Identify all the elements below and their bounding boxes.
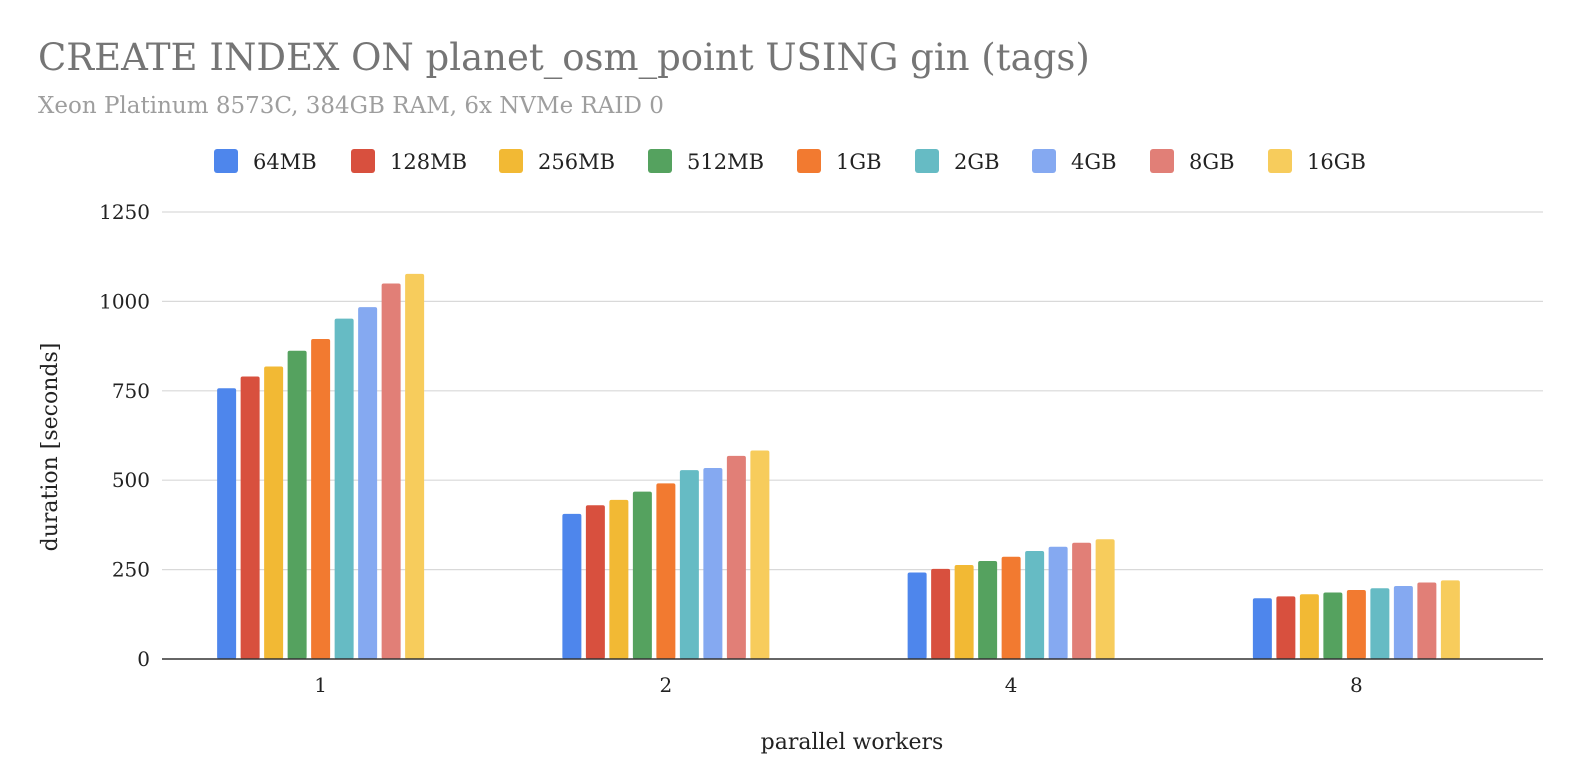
bar-512MB-4 xyxy=(978,561,998,659)
bar-2GB-4 xyxy=(1025,551,1045,659)
bar-128MB-8 xyxy=(1276,596,1296,659)
y-tick-label: 250 xyxy=(112,558,150,582)
legend-label-16GB: 16GB xyxy=(1307,150,1366,174)
bar-64MB-2 xyxy=(562,513,582,659)
y-tick-label: 1250 xyxy=(99,200,150,224)
y-tick-label: 750 xyxy=(112,379,150,403)
bar-256MB-8 xyxy=(1299,594,1319,659)
legend: 64MB 128MB 256MB 512MB 1GB 2GB 4GB 8GB 16GB xyxy=(214,149,1366,174)
bar-1GB-4 xyxy=(1001,556,1021,659)
bar-512MB-2 xyxy=(632,491,652,659)
bar-4GB-4 xyxy=(1048,546,1068,659)
bar-2GB-2 xyxy=(679,470,699,659)
bar-2GB-1 xyxy=(334,318,354,659)
legend-swatch-4GB xyxy=(1032,149,1056,173)
legend-label-512MB: 512MB xyxy=(687,150,764,174)
bar-512MB-1 xyxy=(287,350,307,659)
y-axis-title: duration [seconds] xyxy=(38,343,63,552)
legend-swatch-64MB xyxy=(214,149,238,173)
bar-1GB-8 xyxy=(1346,589,1366,659)
bar-16GB-8 xyxy=(1440,580,1460,659)
legend-swatch-1GB xyxy=(797,149,821,173)
legend-label-128MB: 128MB xyxy=(390,150,467,174)
bar-64MB-1 xyxy=(217,388,237,659)
bar-128MB-1 xyxy=(240,376,260,659)
y-tick-label: 1000 xyxy=(99,289,150,313)
y-tick-label: 500 xyxy=(112,468,150,492)
bar-256MB-4 xyxy=(954,564,974,659)
x-tick-label: 4 xyxy=(1005,673,1018,697)
legend-label-64MB: 64MB xyxy=(253,150,317,174)
legend-label-8GB: 8GB xyxy=(1189,150,1235,174)
bar-4GB-1 xyxy=(358,307,378,659)
bar-8GB-1 xyxy=(381,283,401,659)
chart-title: CREATE INDEX ON planet_osm_point USING g… xyxy=(38,36,1090,79)
legend-swatch-512MB xyxy=(648,149,672,173)
legend-swatch-128MB xyxy=(351,149,375,173)
legend-label-2GB: 2GB xyxy=(954,150,1000,174)
bars xyxy=(217,273,1460,659)
bar-8GB-4 xyxy=(1072,542,1092,659)
legend-label-4GB: 4GB xyxy=(1071,150,1117,174)
bar-1GB-1 xyxy=(311,338,331,659)
bar-16GB-1 xyxy=(405,273,425,659)
bar-16GB-4 xyxy=(1095,539,1115,659)
legend-swatch-2GB xyxy=(915,149,939,173)
legend-swatch-16GB xyxy=(1268,149,1292,173)
x-tick-label: 8 xyxy=(1350,673,1363,697)
legend-label-1GB: 1GB xyxy=(836,150,882,174)
x-tick-label: 2 xyxy=(660,673,673,697)
y-tick-label: 0 xyxy=(137,647,150,671)
bar-4GB-2 xyxy=(703,468,723,659)
bar-8GB-8 xyxy=(1417,582,1437,659)
legend-label-256MB: 256MB xyxy=(538,150,615,174)
bar-128MB-4 xyxy=(931,568,951,659)
bar-2GB-8 xyxy=(1370,588,1390,659)
bar-64MB-8 xyxy=(1252,598,1272,659)
bar-128MB-2 xyxy=(585,505,605,659)
bar-4GB-8 xyxy=(1393,586,1413,659)
chart-subtitle: Xeon Platinum 8573C, 384GB RAM, 6x NVMe … xyxy=(38,93,664,119)
x-axis-ticks: 1 2 4 8 xyxy=(314,673,1362,697)
bar-8GB-2 xyxy=(726,455,746,659)
bar-512MB-8 xyxy=(1323,592,1343,659)
x-tick-label: 1 xyxy=(314,673,327,697)
y-axis-ticks: 0 250 500 750 1000 1250 xyxy=(99,200,150,671)
bar-64MB-4 xyxy=(907,572,927,659)
legend-swatch-256MB xyxy=(499,149,523,173)
bar-16GB-2 xyxy=(750,450,770,659)
bar-256MB-1 xyxy=(264,366,284,659)
bar-256MB-2 xyxy=(609,499,629,659)
x-axis-title: parallel workers xyxy=(761,730,944,755)
legend-swatch-8GB xyxy=(1150,149,1174,173)
bar-1GB-2 xyxy=(656,483,676,659)
